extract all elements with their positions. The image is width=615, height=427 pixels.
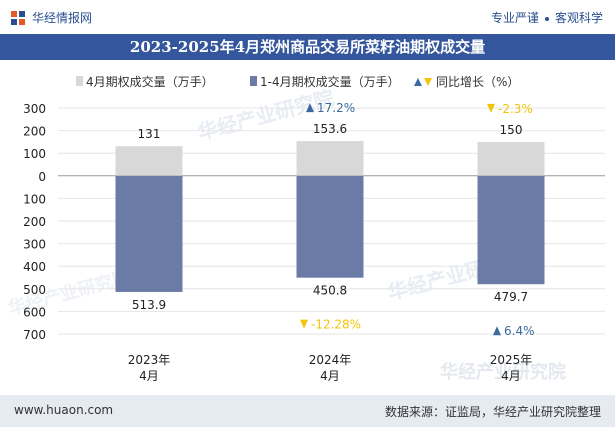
legend-swatch	[76, 76, 83, 86]
april-bar	[115, 146, 183, 176]
footer: www.huaon.com 数据来源：证监局，华经产业研究院整理	[0, 395, 615, 427]
april-value-label: 150	[500, 123, 523, 137]
x-tick-label: 4月	[501, 369, 521, 383]
brand[interactable]: 华经情报网	[10, 9, 92, 26]
y-tick-label: 100	[23, 147, 46, 161]
header-tags: 专业严谨 客观科学	[491, 9, 603, 26]
ytd-value-label: 450.8	[313, 284, 347, 298]
legend-down-triangle-icon	[424, 78, 432, 86]
legend-label: 4月期权成交量（万手）	[86, 74, 214, 89]
y-tick-label: 200	[23, 215, 46, 229]
ytd-growth-label: 6.4%	[504, 324, 535, 338]
x-tick-label: 4月	[139, 369, 159, 383]
y-tick-label: 0	[38, 170, 46, 184]
april-value-label: 153.6	[313, 122, 347, 136]
footer-site[interactable]: www.huaon.com	[14, 403, 114, 417]
y-tick-label: 600	[23, 305, 46, 319]
y-tick-label: 300	[23, 102, 46, 116]
april-bar	[296, 141, 364, 176]
ytd-value-label: 479.7	[494, 290, 528, 304]
legend-label: 1-4月期权成交量（万手）	[260, 74, 400, 89]
ytd-value-label: 513.9	[132, 298, 166, 312]
separator-dot-icon	[544, 16, 549, 21]
april-growth-label: 17.2%	[317, 101, 355, 115]
chart-title: 2023-2025年4月郑州商品交易所菜籽油期权成交量	[0, 34, 615, 60]
tag-professional: 专业严谨	[490, 11, 539, 25]
tag-objective: 客观科学	[554, 11, 603, 25]
ytd-bar	[115, 175, 183, 292]
x-tick-label: 2025年	[490, 353, 533, 367]
growth-down-triangle-icon	[487, 103, 495, 113]
legend-swatch	[250, 76, 257, 86]
huajing-logo-icon	[11, 10, 25, 25]
growth-up-triangle-icon	[306, 103, 314, 113]
growth-down-triangle-icon	[300, 319, 308, 329]
april-bar	[477, 141, 545, 176]
y-tick-label: 500	[23, 283, 46, 297]
x-tick-label: 2024年	[309, 353, 352, 367]
growth-up-triangle-icon	[493, 326, 501, 336]
top-bar: 华经情报网 专业严谨 客观科学	[0, 0, 615, 34]
y-tick-label: 400	[23, 260, 46, 274]
y-tick-label: 300	[23, 238, 46, 252]
ytd-bar	[477, 175, 545, 285]
y-tick-label: 700	[23, 328, 46, 342]
legend-up-triangle-icon	[414, 78, 422, 86]
ytd-growth-label: -12.28%	[311, 318, 361, 332]
brand-name: 华经情报网	[32, 11, 93, 25]
april-growth-label: -2.3%	[498, 102, 533, 116]
x-tick-label: 2023年	[128, 353, 171, 367]
april-value-label: 131	[138, 127, 161, 141]
ytd-bar	[296, 175, 364, 278]
footer-source: 数据来源：证监局，华经产业研究院整理	[384, 405, 601, 419]
legend-label: 同比增长（%）	[436, 75, 519, 89]
y-tick-label: 200	[23, 125, 46, 139]
watermark-text: 华经产业研究院	[440, 361, 566, 383]
y-tick-label: 100	[23, 192, 46, 206]
x-tick-label: 4月	[320, 369, 340, 383]
